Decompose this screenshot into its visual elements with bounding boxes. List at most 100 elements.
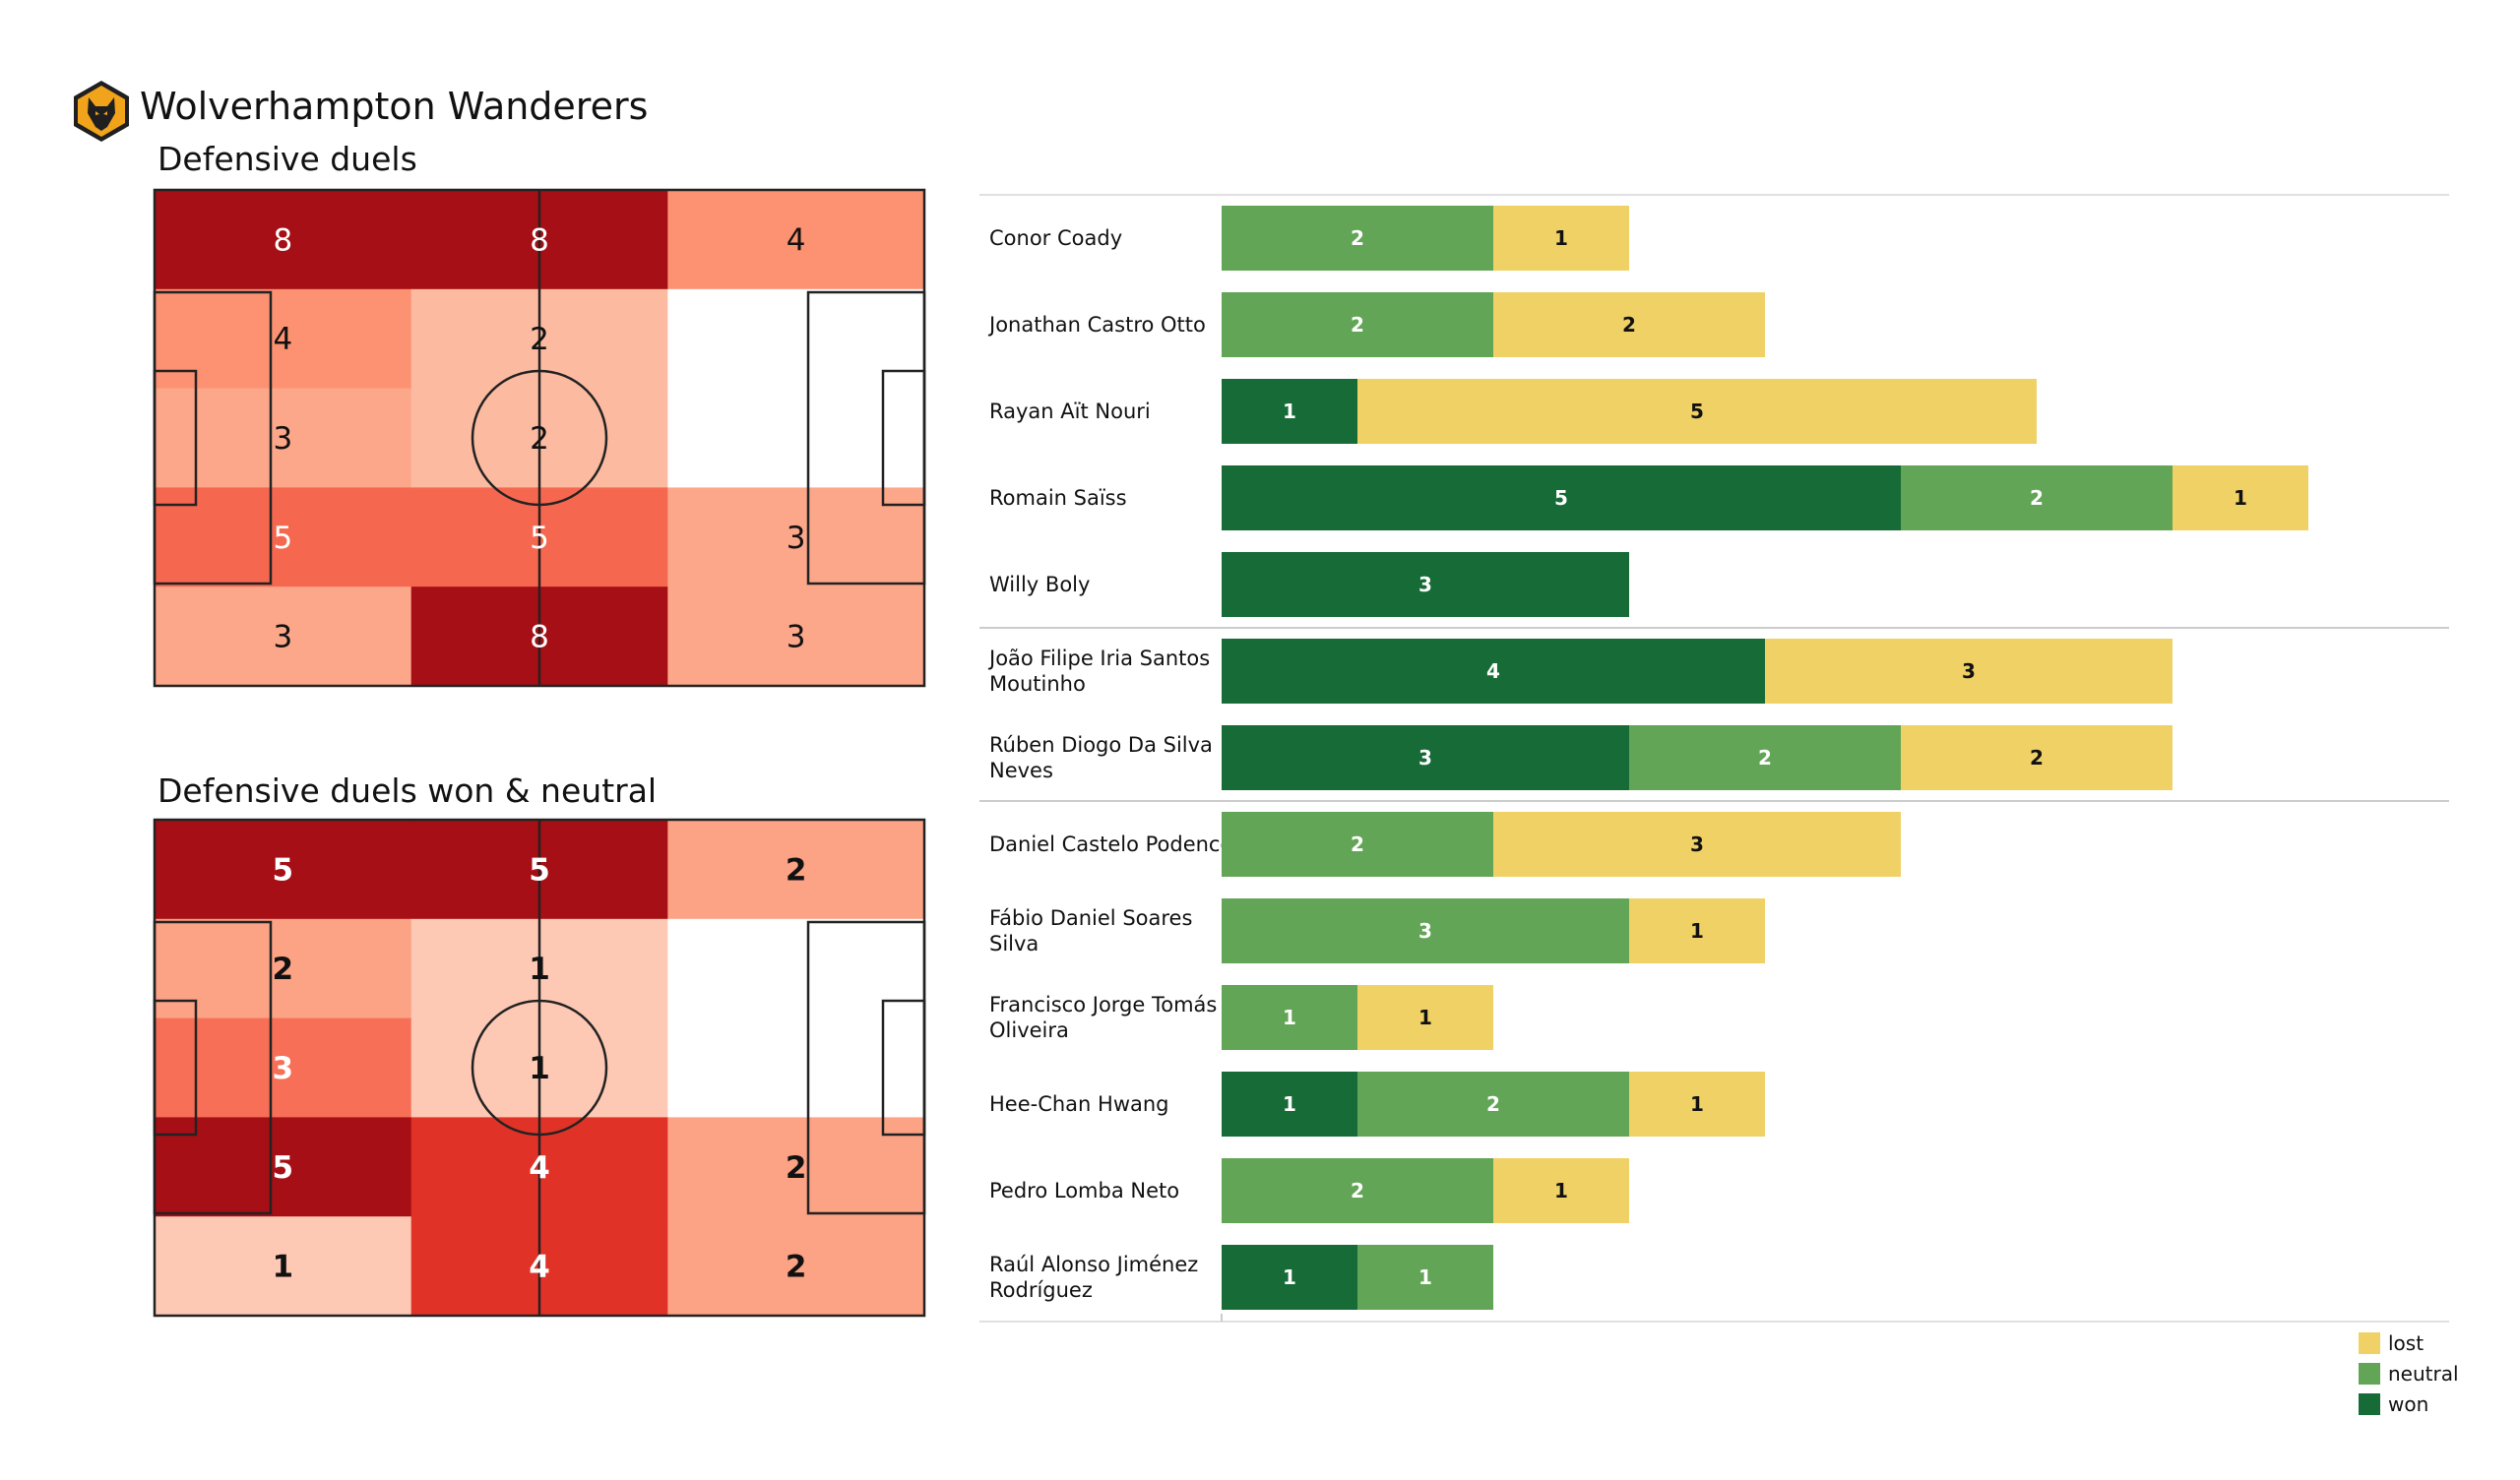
- heatmap-cell-value: 1: [529, 1051, 550, 1086]
- bar-segment-lost: [1629, 1072, 1765, 1137]
- bar-segment-lost: [1765, 639, 2173, 704]
- legend-swatch-lost: [2359, 1332, 2380, 1354]
- bar-segment-lost: [1493, 1158, 1629, 1223]
- player-name-label: Neves: [989, 759, 1053, 782]
- pitch-six-yard-box-right: [881, 999, 926, 1137]
- heatmap-title-defensive-duels: Defensive duels: [158, 140, 417, 178]
- bar-segment-lost: [1493, 206, 1629, 271]
- player-name-label: Willy Boly: [989, 573, 1090, 596]
- bar-segment-neutral: [1222, 1158, 1493, 1223]
- player-name-label: Oliveira: [989, 1018, 1069, 1042]
- bar-value-label: 3: [1418, 573, 1432, 596]
- heatmap-cell: [155, 918, 412, 1019]
- heatmap-cell: [155, 487, 412, 587]
- heatmap-cell: [667, 288, 925, 390]
- player-name-label: Rodríguez: [989, 1278, 1093, 1302]
- heatmap-cell-value: 4: [273, 322, 292, 357]
- bar-value-label: 2: [1758, 746, 1772, 770]
- heatmap-cell-value: 4: [529, 1150, 550, 1186]
- player-name-label: Conor Coady: [989, 226, 1122, 250]
- heatmap-cell-value: 4: [787, 222, 806, 258]
- heatmap-cell-value: 3: [273, 1051, 294, 1086]
- heatmap-cell-value: 2: [786, 1250, 807, 1285]
- bar-segment-won: [1222, 725, 1629, 790]
- bar-value-label: 5: [1690, 400, 1704, 423]
- bar-value-label: 2: [1351, 226, 1364, 250]
- heatmap-cell: [155, 820, 412, 920]
- heatmap-cell-value: 8: [530, 222, 549, 258]
- heatmap-cell: [667, 1018, 925, 1118]
- heatmap-cell: [667, 190, 925, 290]
- legend-label: neutral: [2388, 1362, 2459, 1386]
- bar-segment-won: [1222, 465, 1901, 530]
- heatmap-cell-value: 4: [529, 1250, 550, 1285]
- heatmap-cell: [155, 1117, 412, 1217]
- bar-value-label: 1: [1418, 1006, 1432, 1029]
- heatmap-cell: [155, 190, 412, 290]
- bar-value-label: 1: [1418, 1265, 1432, 1289]
- heatmap-cell-value: 1: [529, 952, 550, 987]
- bar-value-label: 2: [2030, 746, 2044, 770]
- pitch-six-yard-box-left: [153, 999, 198, 1137]
- bar-segment-neutral: [1901, 465, 2173, 530]
- player-name-label: Romain Saïss: [989, 486, 1127, 510]
- heatmap-cell-value: 3: [787, 620, 806, 655]
- bar-segment-lost: [1629, 898, 1765, 963]
- team-title: Wolverhampton Wanderers: [140, 85, 649, 128]
- player-name-label: João Filipe Iria Santos: [987, 647, 1210, 670]
- heatmap-cell-value: 3: [273, 421, 292, 457]
- heatmap-cell-value: 5: [273, 1150, 294, 1186]
- bar-value-label: 1: [1283, 1265, 1296, 1289]
- heatmap-cell-value: 2: [530, 322, 549, 357]
- wolves-crest-icon: [74, 81, 129, 142]
- bar-segment-lost: [1901, 725, 2173, 790]
- bar-segment-neutral: [1222, 985, 1357, 1050]
- player-name-label: Fábio Daniel Soares: [989, 906, 1192, 930]
- bar-value-label: 1: [1554, 226, 1568, 250]
- heatmap-cell-value: 5: [273, 521, 292, 556]
- heatmap-cell-value: 3: [787, 521, 806, 556]
- legend-label: lost: [2388, 1331, 2424, 1355]
- legend-swatch-won: [2359, 1393, 2380, 1415]
- bar-value-label: 1: [1690, 919, 1704, 943]
- bar-value-label: 3: [1690, 832, 1704, 856]
- bar-value-label: 1: [1690, 1092, 1704, 1116]
- pitch-centre-circle: [471, 999, 608, 1137]
- heatmap-cell: [155, 1216, 412, 1317]
- heatmap-cell-value: 5: [530, 521, 549, 556]
- heatmap-cell: [667, 1216, 925, 1317]
- heatmap-cell-value: 2: [786, 1150, 807, 1186]
- heatmap-cell-value: 2: [786, 852, 807, 888]
- heatmap-cell: [155, 388, 412, 488]
- heatmap-cell-value: 1: [273, 1250, 294, 1285]
- heatmap-cell: [155, 586, 412, 687]
- bar-segment-neutral: [1222, 292, 1493, 357]
- bar-value-label: 2: [1486, 1092, 1500, 1116]
- player-name-label: Pedro Lomba Neto: [989, 1179, 1179, 1202]
- heatmap-cell: [155, 288, 412, 390]
- heatmap-cell: [667, 820, 925, 920]
- player-name-label: Jonathan Castro Otto: [987, 313, 1206, 337]
- bar-segment-lost: [1357, 379, 2037, 444]
- bar-value-label: 1: [1283, 1006, 1296, 1029]
- player-name-label: Raúl Alonso Jiménez: [989, 1253, 1198, 1276]
- bar-value-label: 2: [1622, 313, 1636, 337]
- player-name-label: Daniel Castelo Podence: [989, 832, 1232, 856]
- pitch-centre-circle: [471, 369, 608, 507]
- player-name-label: Silva: [989, 932, 1039, 956]
- bar-segment-neutral: [1357, 1072, 1629, 1137]
- bar-segment-neutral: [1357, 1245, 1493, 1310]
- bar-value-label: 4: [1486, 659, 1500, 683]
- bar-segment-lost: [1493, 812, 1901, 877]
- legend-swatch-neutral: [2359, 1363, 2380, 1385]
- bar-segment-lost: [1493, 292, 1765, 357]
- bar-value-label: 3: [1962, 659, 1976, 683]
- bar-segment-neutral: [1222, 206, 1493, 271]
- legend-label: won: [2388, 1392, 2428, 1416]
- heatmap-cell: [667, 586, 925, 687]
- bar-value-label: 2: [1351, 313, 1364, 337]
- player-name-label: Rúben Diogo Da Silva: [989, 733, 1213, 757]
- pitch-six-yard-box-right: [881, 369, 926, 507]
- bar-value-label: 1: [1283, 1092, 1296, 1116]
